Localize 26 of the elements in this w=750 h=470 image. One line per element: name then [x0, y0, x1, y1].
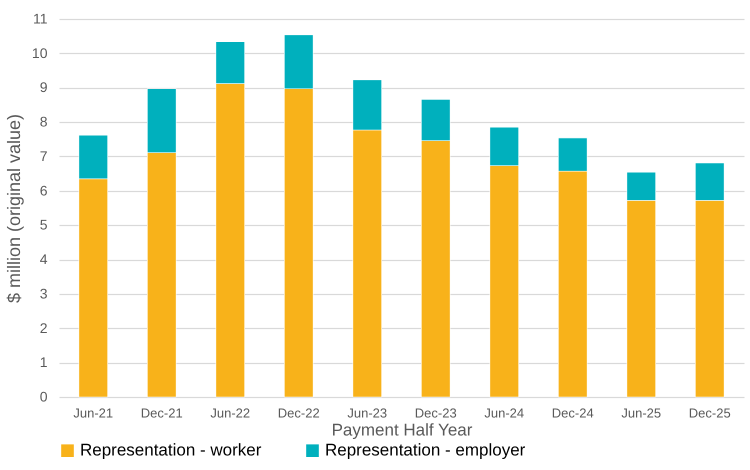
- x-tick-label: Dec-24: [552, 406, 594, 420]
- legend-label: Representation - worker: [80, 440, 262, 460]
- x-tick-label: Dec-23: [414, 406, 457, 420]
- y-tick-label: 6: [40, 182, 48, 198]
- y-tick-label: 11: [32, 10, 48, 26]
- y-tick-label: 4: [40, 251, 48, 268]
- y-tick-label: 5: [40, 216, 48, 233]
- y-tick-label: 0: [40, 388, 48, 404]
- y-tick-label: 10: [32, 44, 48, 61]
- y-tick-label: 7: [40, 148, 48, 164]
- x-tick-label: Jun-25: [621, 406, 662, 420]
- y-tick-label: 3: [40, 285, 48, 302]
- y-tick-label: 2: [40, 320, 48, 336]
- x-tick-label: Dec-25: [688, 406, 731, 420]
- x-tick-label: Dec-22: [278, 406, 320, 420]
- x-tick-label: Jun-23: [347, 406, 388, 420]
- legend-label: Representation - employer: [325, 440, 526, 460]
- x-tick-label: Jun-21: [73, 406, 114, 420]
- x-tick-label: Jun-24: [484, 406, 524, 420]
- x-tick-label: Dec-21: [140, 406, 183, 420]
- y-axis-title: $ million (original value): [4, 114, 24, 304]
- y-tick-label: 9: [40, 79, 48, 96]
- x-tick-label: Jun-22: [210, 406, 250, 420]
- y-tick-label: 8: [40, 114, 48, 130]
- y-tick-label: 1: [40, 354, 48, 370]
- x-axis-title: Payment Half Year: [332, 420, 473, 440]
